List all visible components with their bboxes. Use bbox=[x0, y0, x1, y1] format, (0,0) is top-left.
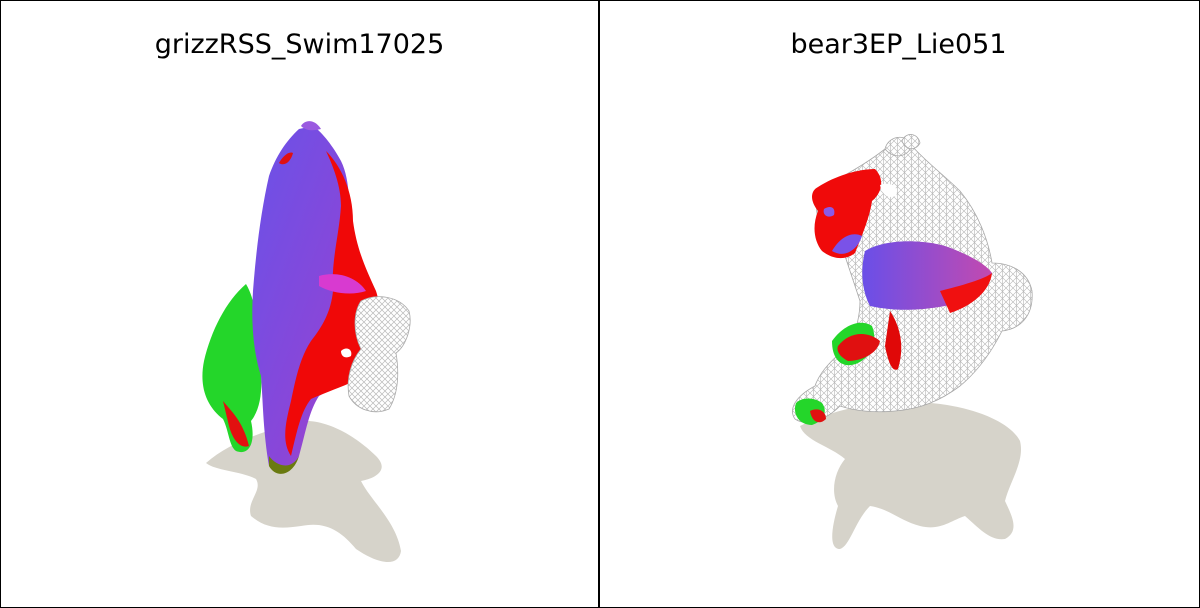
bear-render-left bbox=[1, 1, 598, 606]
wireframe-arm bbox=[348, 297, 410, 412]
ground-shadow bbox=[800, 402, 1021, 549]
bear-render-right bbox=[600, 1, 1197, 606]
panel-left: grizzRSS_Swim17025 bbox=[1, 1, 598, 606]
panel-right: bear3EP_Lie051 bbox=[600, 1, 1197, 606]
